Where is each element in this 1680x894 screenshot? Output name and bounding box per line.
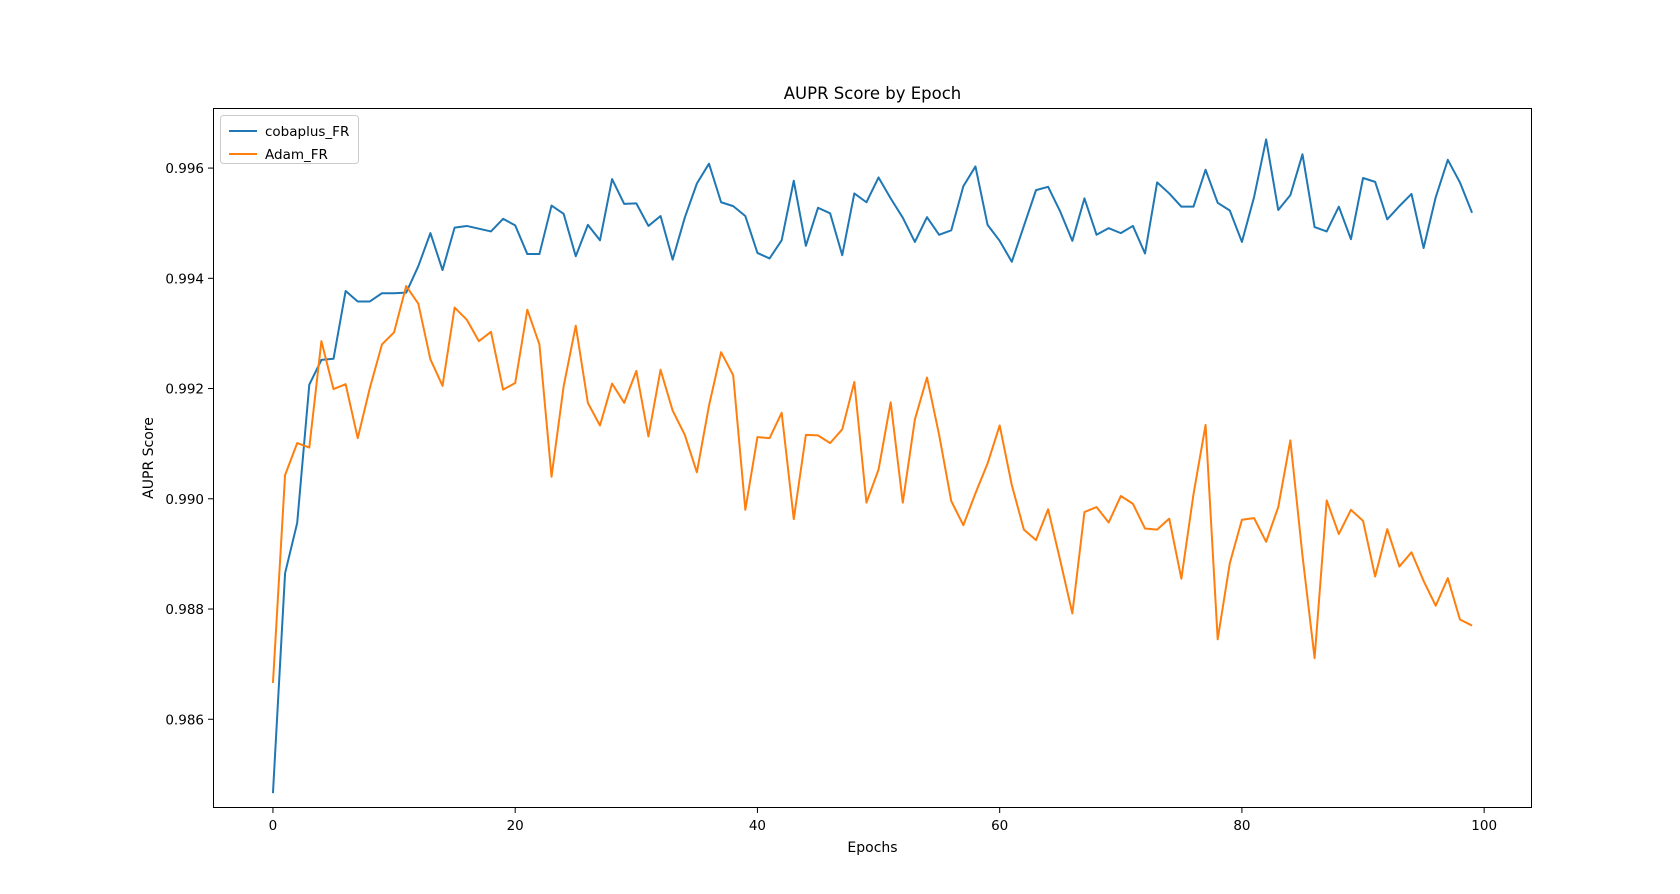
plot-frame xyxy=(213,108,1532,808)
series-layer xyxy=(271,138,1473,794)
y-tick-label: 0.988 xyxy=(165,602,204,618)
chart-title: AUPR Score by Epoch xyxy=(784,84,962,103)
y-axis-ticks: 0.986 0.988 0.990 0.992 0.994 0.996 xyxy=(165,161,213,728)
legend: cobaplus_FR Adam_FR xyxy=(220,115,359,164)
series-line-adam-fr xyxy=(271,285,1473,683)
x-tick-label: 80 xyxy=(1233,818,1250,834)
y-axis-label: AUPR Score xyxy=(141,417,157,499)
legend-label-cobaplus-fr: cobaplus_FR xyxy=(265,124,349,140)
x-tick-label: 60 xyxy=(991,818,1008,834)
x-tick-label: 0 xyxy=(269,818,278,834)
y-tick-label: 0.986 xyxy=(165,712,204,728)
y-tick-label: 0.994 xyxy=(165,271,204,287)
y-tick-label: 0.990 xyxy=(165,492,204,508)
x-tick-label: 20 xyxy=(507,818,524,834)
x-axis-ticks: 0 20 40 60 80 100 xyxy=(269,808,1497,834)
x-tick-label: 40 xyxy=(749,818,766,834)
x-tick-label: 100 xyxy=(1471,818,1497,834)
legend-box xyxy=(220,115,359,164)
series-line-cobaplus-fr xyxy=(271,138,1473,794)
y-tick-label: 0.992 xyxy=(165,382,204,398)
plot-area xyxy=(213,108,1532,808)
y-tick-label: 0.996 xyxy=(165,161,204,177)
legend-label-adam-fr: Adam_FR xyxy=(265,147,328,163)
x-axis-label: Epochs xyxy=(847,840,897,856)
